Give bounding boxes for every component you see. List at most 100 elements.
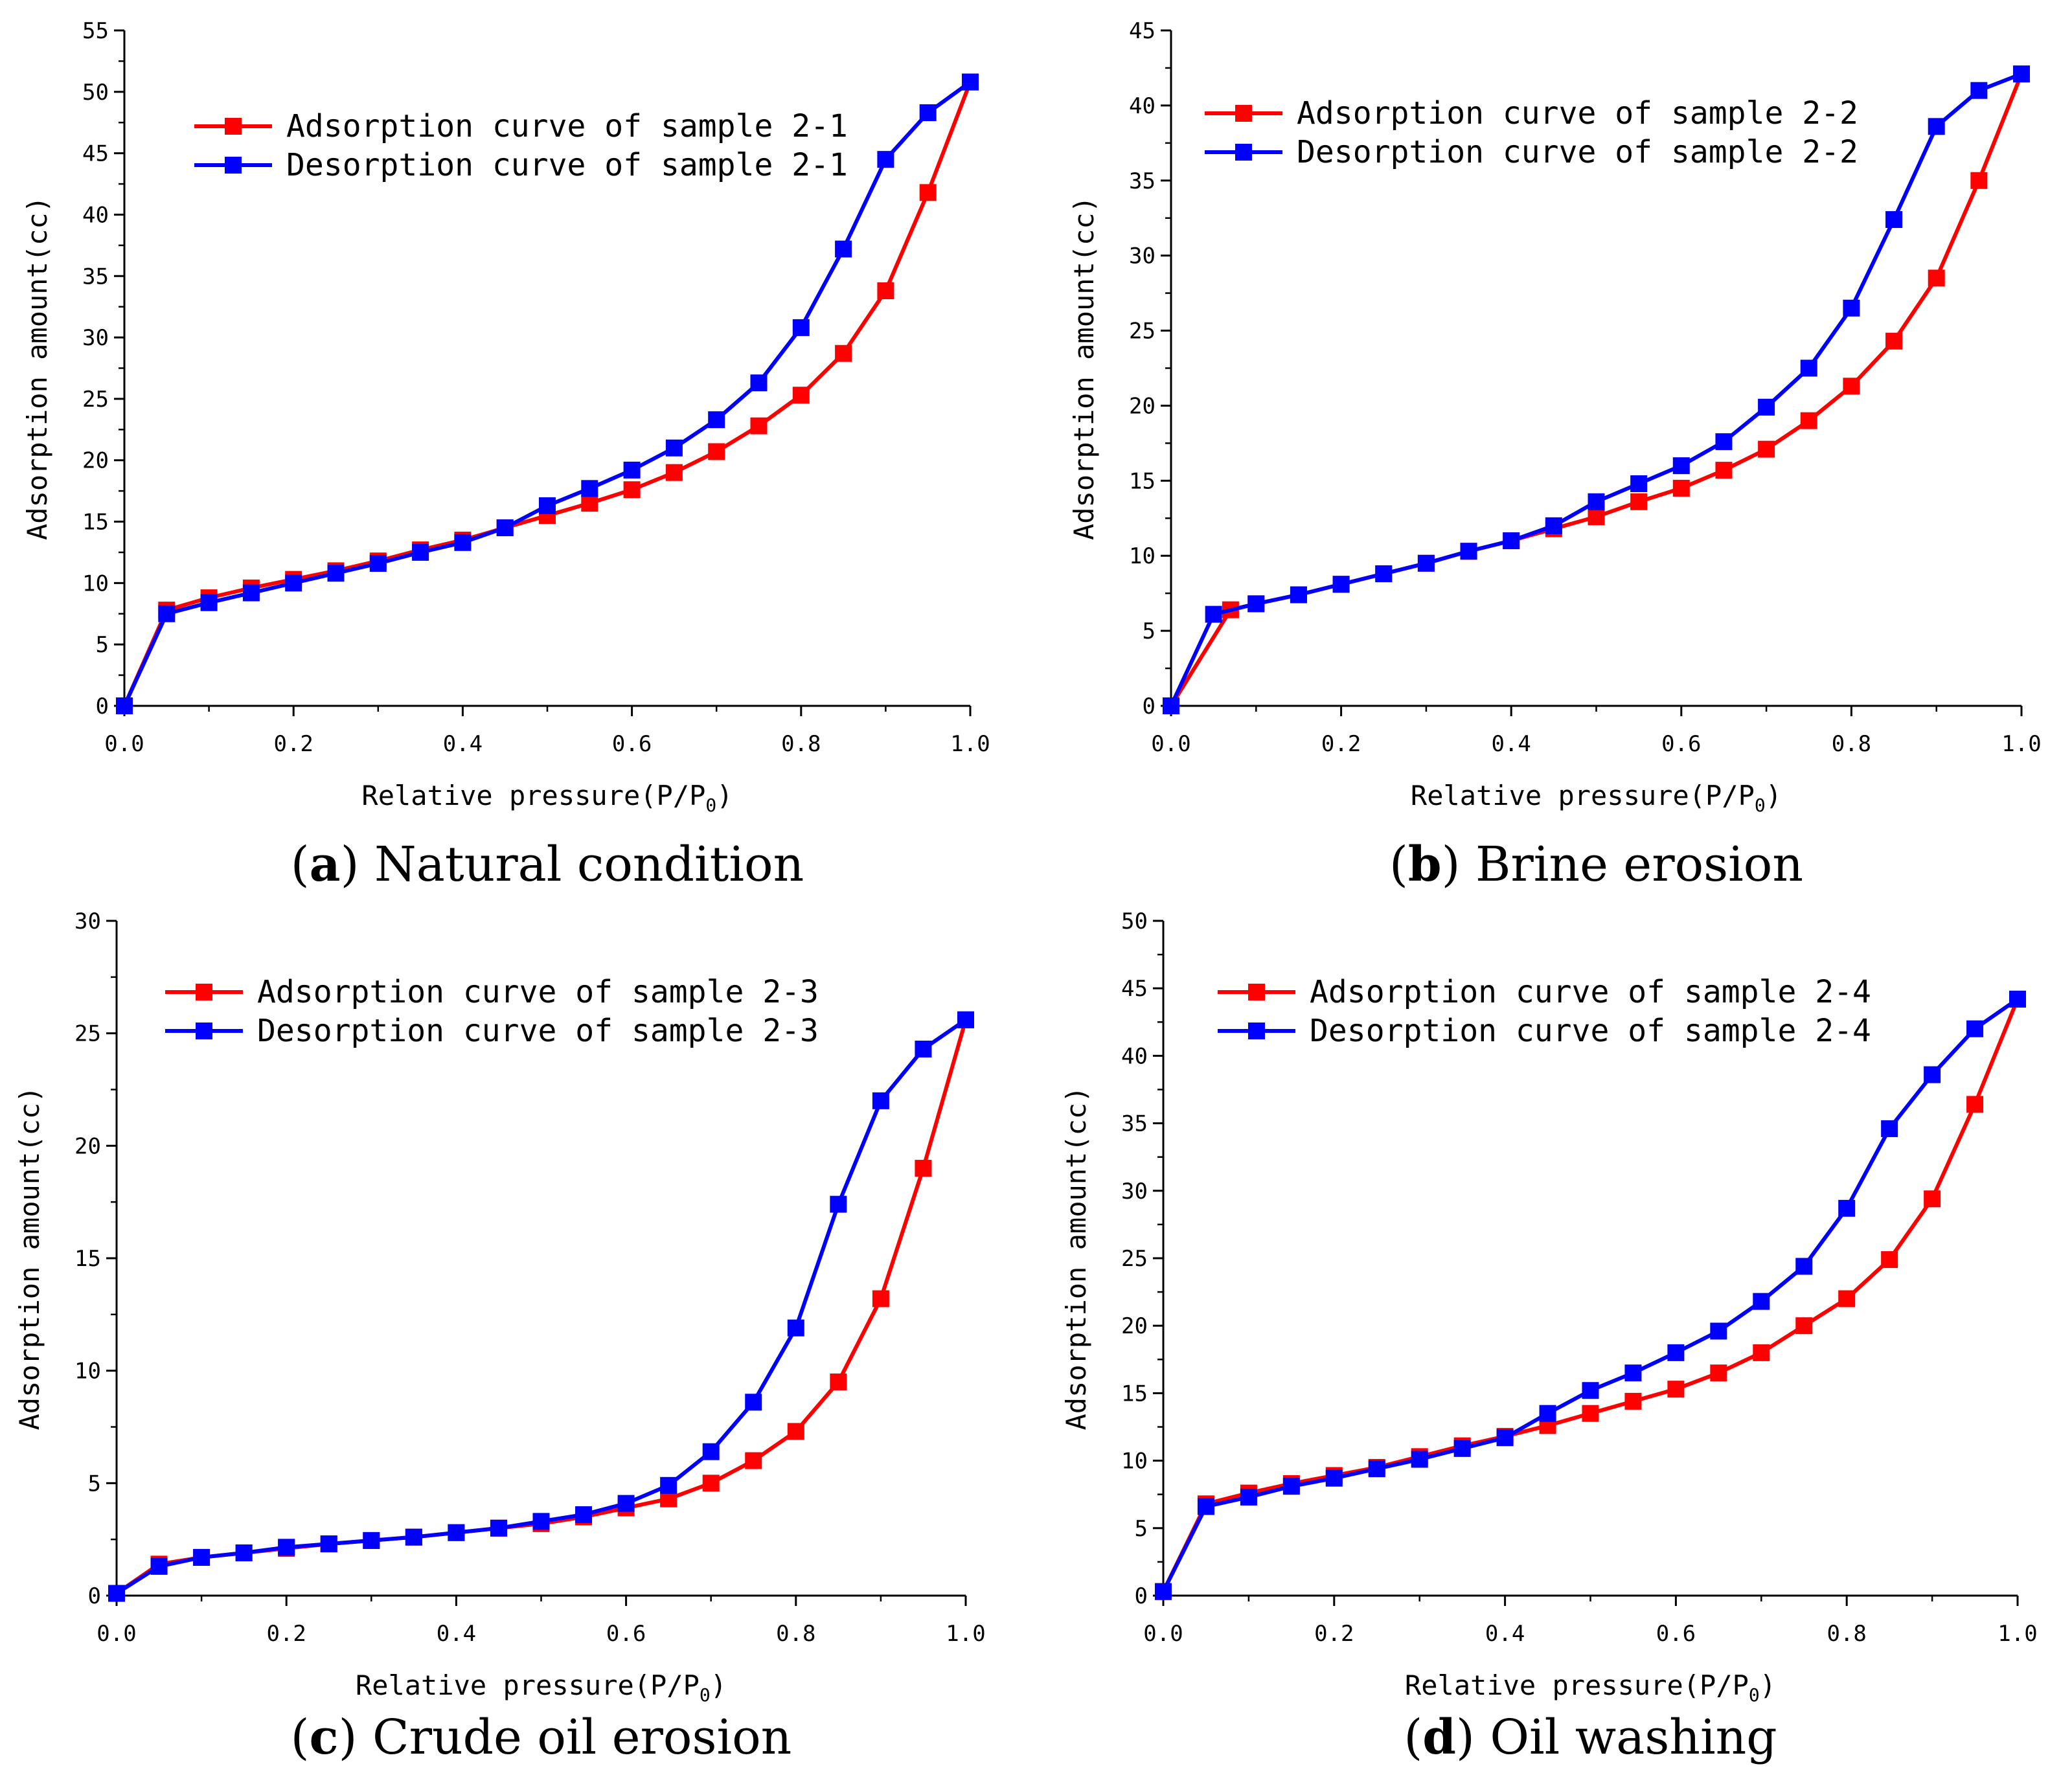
y-tick-label: 25 — [74, 1021, 101, 1047]
data-point — [623, 461, 641, 479]
y-tick-label: 15 — [82, 510, 109, 536]
data-point — [872, 1092, 889, 1109]
y-tick-label: 45 — [1121, 976, 1148, 1002]
data-point — [787, 1319, 804, 1337]
series-line — [115, 1018, 967, 1596]
data-point — [1624, 1364, 1642, 1382]
y-tick-label: 45 — [82, 141, 109, 167]
x-tick-label: 0.2 — [273, 731, 313, 757]
data-point — [1881, 1120, 1898, 1137]
data-point — [235, 1544, 253, 1562]
data-point — [150, 1557, 168, 1575]
panel-caption: (c) Crude oil erosion — [291, 1710, 792, 1765]
x-tick-label: 0.0 — [97, 1621, 136, 1647]
data-point — [1453, 1440, 1471, 1457]
legend-label: Desorption curve of sample 2-1 — [286, 147, 848, 183]
data-point — [1411, 1451, 1428, 1468]
data-point — [1924, 1190, 1941, 1208]
data-point — [702, 1443, 720, 1460]
data-point — [1710, 1364, 1727, 1382]
data-point — [830, 1195, 847, 1213]
x-tick-label: 0.6 — [1656, 1621, 1696, 1647]
data-point — [1496, 1429, 1514, 1447]
data-point — [1885, 211, 1903, 229]
y-tick-label: 5 — [88, 1471, 101, 1497]
data-point — [1758, 398, 1775, 416]
data-point — [660, 1476, 677, 1494]
data-point — [116, 697, 133, 714]
y-axis-label: Adsorption amount(cc) — [1060, 1086, 1092, 1430]
data-point — [835, 240, 852, 258]
data-point — [919, 184, 937, 201]
data-point — [1966, 1096, 1984, 1113]
data-point — [1970, 172, 1988, 189]
y-tick-label: 15 — [1121, 1381, 1148, 1407]
x-tick-label: 1.0 — [2001, 731, 2041, 757]
x-tick-label: 0.4 — [437, 1621, 476, 1647]
data-point — [1375, 565, 1393, 583]
y-tick-label: 20 — [74, 1133, 101, 1159]
series-line — [1161, 998, 2020, 1593]
data-point — [1332, 576, 1350, 593]
data-point — [532, 1513, 550, 1530]
data-point — [1800, 412, 1817, 429]
data-point — [1672, 479, 1690, 497]
data-point — [1282, 1478, 1300, 1495]
data-point — [745, 1452, 762, 1469]
x-tick-label: 0.4 — [443, 731, 483, 757]
data-point — [1197, 1498, 1214, 1515]
legend-marker — [196, 984, 212, 1000]
y-tick-label: 25 — [1129, 319, 1156, 345]
data-point — [581, 495, 598, 512]
y-tick-label: 30 — [74, 909, 101, 934]
data-point — [665, 464, 683, 481]
data-point — [242, 584, 260, 602]
x-tick-label: 0.8 — [776, 1621, 815, 1647]
data-point — [490, 1519, 507, 1537]
data-point — [1588, 493, 1605, 510]
x-tick-label: 0.8 — [781, 731, 821, 757]
data-point — [962, 73, 979, 91]
data-point — [1843, 378, 1860, 395]
y-tick-label: 10 — [74, 1359, 101, 1385]
data-point — [1885, 332, 1903, 350]
legend-label: Adsorption curve of sample 2-1 — [286, 108, 848, 144]
y-tick-label: 30 — [1129, 243, 1156, 269]
data-point — [581, 480, 598, 497]
data-point — [1795, 1317, 1813, 1335]
y-tick-label: 0 — [1143, 694, 1156, 719]
x-tick-label: 0.6 — [1661, 731, 1701, 757]
data-point — [1715, 462, 1733, 479]
legend-label: Desorption curve of sample 2-4 — [1310, 1013, 1871, 1049]
data-point — [919, 104, 937, 122]
y-tick-label: 5 — [1135, 1516, 1148, 1542]
data-point — [1843, 299, 1860, 317]
y-tick-label: 0 — [88, 1583, 101, 1609]
data-point — [363, 1532, 380, 1549]
y-tick-label: 35 — [1121, 1111, 1148, 1137]
legend-entry: Adsorption curve of sample 2-3 — [165, 974, 819, 1010]
y-tick-label: 40 — [1129, 93, 1156, 119]
data-point — [1838, 1290, 1856, 1307]
data-point — [1928, 269, 1945, 287]
series-line — [1161, 997, 2019, 1593]
legend-entry: Desorption curve of sample 2-2 — [1205, 134, 1858, 170]
data-point — [665, 439, 683, 457]
data-point — [448, 1524, 465, 1541]
data-point — [1539, 1405, 1556, 1422]
x-tick-label: 0.2 — [1321, 731, 1361, 757]
data-point — [1667, 1381, 1685, 1398]
data-point — [158, 605, 176, 622]
y-tick-label: 10 — [1121, 1449, 1148, 1475]
y-tick-label: 55 — [82, 18, 109, 44]
data-point — [1672, 457, 1690, 475]
x-tick-label: 1.0 — [1998, 1621, 2037, 1647]
data-point — [1205, 605, 1222, 623]
y-tick-label: 50 — [82, 80, 109, 106]
y-tick-label: 35 — [1129, 168, 1156, 194]
y-tick-label: 40 — [82, 202, 109, 228]
legend-marker — [1235, 144, 1252, 161]
y-tick-label: 0 — [1135, 1583, 1148, 1609]
y-tick-label: 20 — [82, 448, 109, 474]
legend-entry: Adsorption curve of sample 2-2 — [1205, 95, 1858, 131]
